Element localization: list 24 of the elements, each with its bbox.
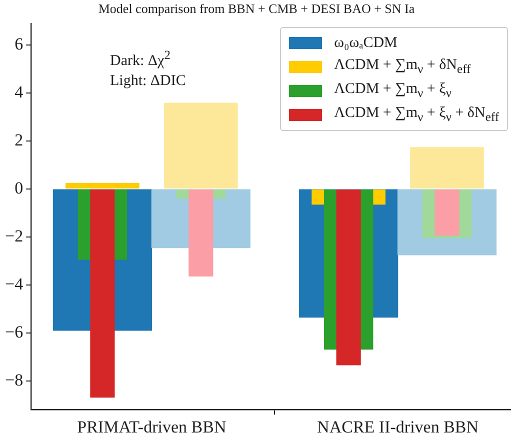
chart-title: Model comparison from BBN + CMB + DESI BAO + SN Ia: [98, 1, 415, 16]
y-tick-label: −8: [4, 370, 24, 390]
y-tick-label: 4: [14, 82, 24, 102]
y-tick-label: −4: [4, 274, 24, 294]
x-tick-label: PRIMAT-driven BBN: [77, 417, 226, 436]
legend-label: ω₀ωₐCDM: [334, 34, 398, 52]
bar: [164, 102, 238, 189]
bar: [336, 190, 361, 366]
y-tick-label: 0: [14, 178, 24, 198]
y-tick-label: −2: [4, 226, 24, 246]
bar: [434, 190, 460, 236]
bar: [188, 190, 214, 277]
legend-label: ΛCDM + ∑m$_{ν}$ + δN$_{eff}$: [334, 57, 471, 77]
annotation: Light: ΔDIC: [110, 73, 186, 90]
annotation: Dark: Δχ$^{2}$: [110, 48, 170, 70]
y-tick-label: 6: [14, 34, 24, 54]
legend-label: ΛCDM + ∑m$_{ν}$ + ξ$_{ν}$: [334, 81, 452, 101]
bar: [90, 190, 115, 398]
x-tick-label: NACRE II-driven BBN: [317, 417, 479, 436]
y-tick-label: −6: [4, 322, 24, 342]
legend-label: ΛCDM + ∑m$_{ν}$ + ξ$_{ν}$ + δN$_{eff}$: [334, 105, 499, 125]
bar: [66, 183, 140, 189]
bar: [410, 147, 484, 189]
y-tick-label: 2: [14, 130, 24, 150]
